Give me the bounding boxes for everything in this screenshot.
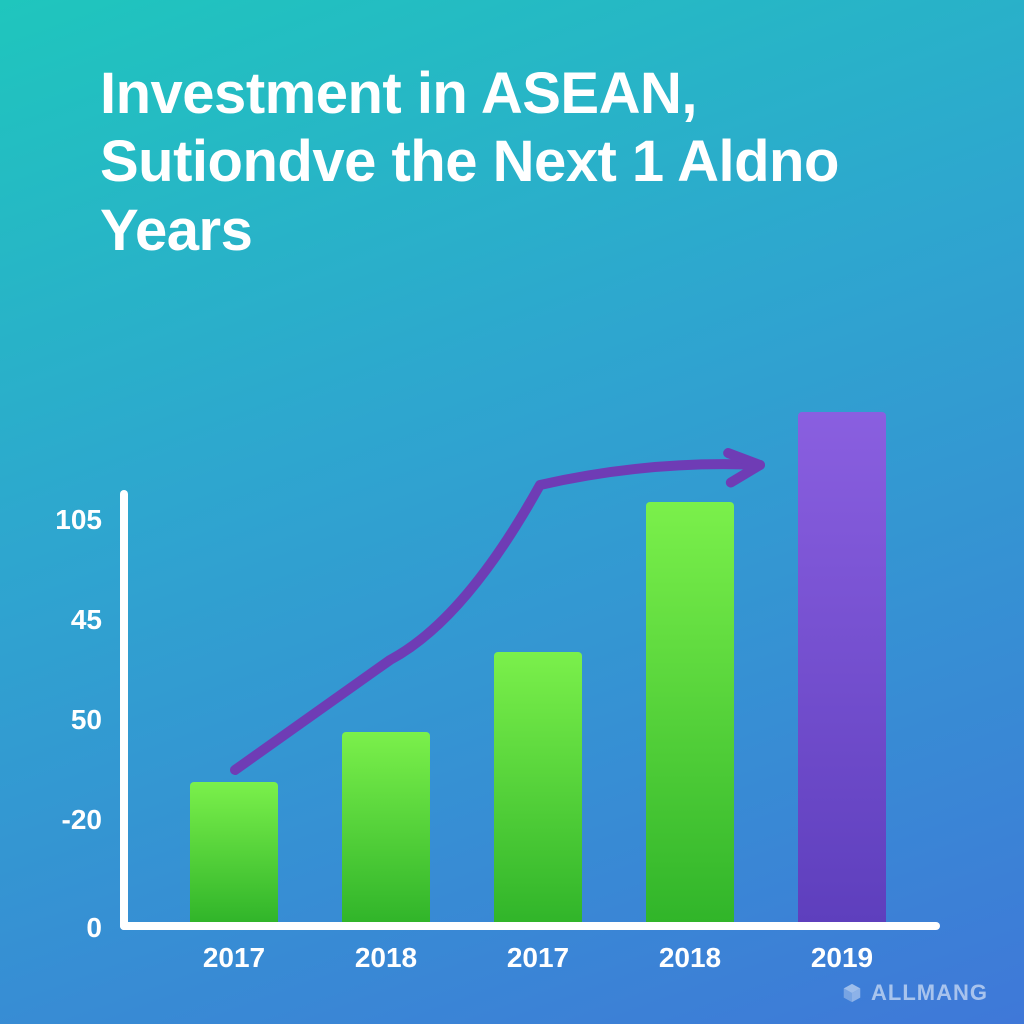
cube-icon	[841, 982, 863, 1004]
x-tick-label: 2017	[170, 942, 298, 974]
bar	[342, 732, 430, 922]
x-tick-label: 2018	[626, 942, 754, 974]
bar	[190, 782, 278, 922]
infographic-canvas: Investment in ASEAN, Sutiondve the Next …	[0, 0, 1024, 1024]
bar	[494, 652, 582, 922]
bar	[646, 502, 734, 922]
x-tick-label: 2018	[322, 942, 450, 974]
chart-title: Investment in ASEAN, Sutiondve the Next …	[100, 60, 880, 265]
y-tick-label: 45	[22, 604, 102, 636]
y-tick-label: 0	[22, 912, 102, 944]
y-tick-label: 50	[22, 704, 102, 736]
x-tick-label: 2017	[474, 942, 602, 974]
watermark-text: ALLMANG	[871, 980, 988, 1006]
chart-area: 0-205045105 20172018201720182019	[120, 430, 940, 930]
y-tick-label: -20	[22, 804, 102, 836]
x-tick-label: 2019	[778, 942, 906, 974]
y-tick-label: 105	[22, 504, 102, 536]
bar	[798, 412, 886, 922]
y-axis-line	[120, 490, 128, 930]
watermark: ALLMANG	[841, 980, 988, 1006]
x-axis-line	[120, 922, 940, 930]
